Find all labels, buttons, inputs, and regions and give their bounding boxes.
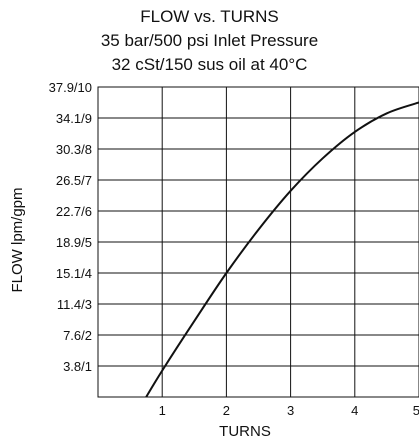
x-tick-label: 5 (413, 403, 419, 418)
chart-title-line-2: 35 bar/500 psi Inlet Pressure (100, 31, 319, 50)
x-tick-label: 4 (351, 403, 358, 418)
x-tick-label: 2 (223, 403, 230, 418)
x-axis-label: TURNS (219, 423, 271, 440)
grid-lines (98, 86, 419, 397)
y-tick-label: 26.5/7 (56, 173, 92, 188)
plot-frame (97, 86, 419, 398)
y-tick-label: 34.1/9 (56, 111, 92, 126)
y-tick-label: 18.9/5 (56, 235, 92, 250)
y-axis-label: FLOW lpm/gpm (9, 187, 26, 292)
y-tick-label: 22.7/6 (56, 204, 92, 219)
x-tick-label: 3 (287, 403, 294, 418)
chart-title-line-3: 32 cSt/150 sus oil at 40°C (111, 55, 308, 74)
chart-title-line-1: FLOW vs. TURNS (140, 7, 279, 26)
y-tick-label: 15.1/4 (56, 266, 92, 281)
y-tick-label: 11.4/3 (57, 297, 92, 312)
y-tick-label: 7.6/2 (63, 328, 92, 343)
y-tick-label: 30.3/8 (56, 142, 92, 157)
flow-curve-line (145, 101, 419, 398)
x-tick-label: 1 (159, 403, 166, 418)
x-tick-labels: 1 2 3 4 5 (159, 403, 419, 418)
y-tick-labels: 3.8/1 7.6/2 11.4/3 15.1/4 18.9/5 22.7/6 26.5/7… (49, 80, 92, 374)
y-tick-label: 3.8/1 (63, 359, 92, 374)
y-tick-label: 37.9/10 (49, 80, 92, 95)
